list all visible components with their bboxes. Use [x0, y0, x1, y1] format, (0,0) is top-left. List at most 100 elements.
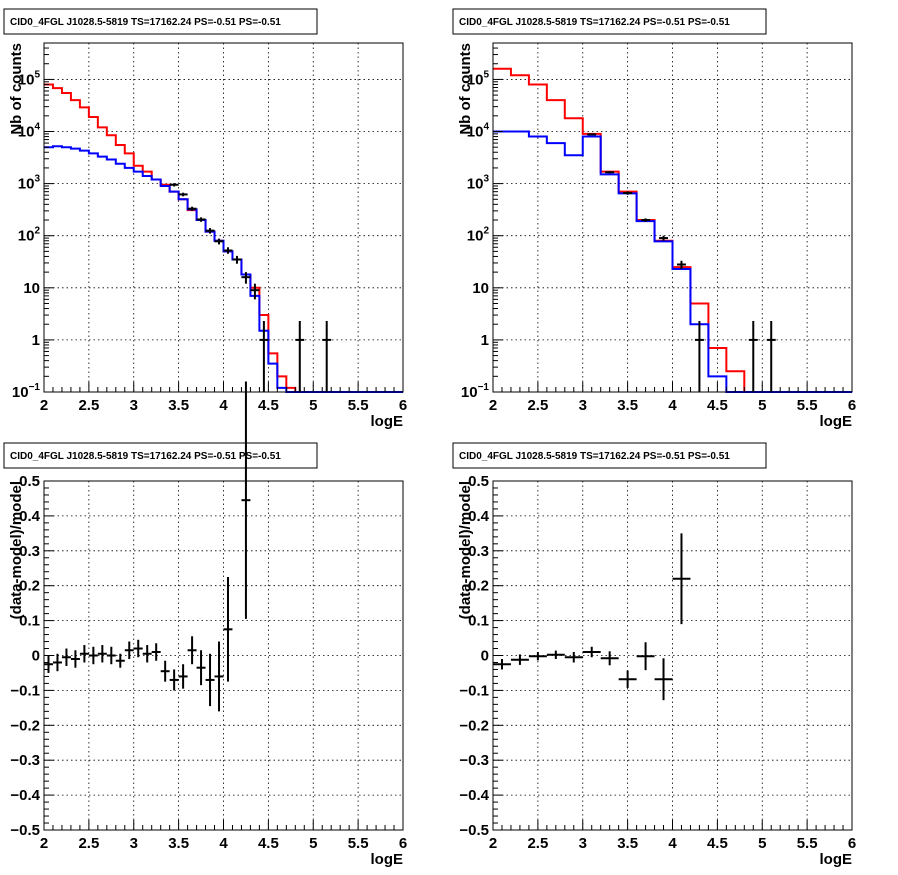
y-tick-label: 0.4: [468, 508, 490, 525]
x-tick-label: 3: [579, 835, 587, 852]
data-point: [232, 255, 242, 264]
chart-title-box: CID0_4FGL J1028.5-5819 TS=17162.24 PS=-0…: [452, 442, 767, 469]
data-point: [44, 655, 53, 673]
y-tick-label: −0.2: [459, 717, 489, 734]
data-point: [178, 192, 188, 197]
x-tick-label: 3.5: [617, 835, 638, 852]
y-tick-label: 102: [18, 226, 41, 245]
data-point: [694, 321, 704, 392]
data-point: [61, 648, 71, 666]
x-axis-label: logE: [371, 413, 404, 430]
chart-panel-1: CID0_4FGL J1028.5-5819 TS=17162.24 PS=-0…: [3, 8, 407, 430]
x-tick-label: 2.5: [78, 397, 99, 414]
x-tick-label: 2.5: [78, 835, 99, 852]
chart-title-box: CID0_4FGL J1028.5-5819 TS=17162.24 PS=-0…: [3, 8, 318, 35]
x-axis-label: logE: [820, 851, 853, 868]
plot-area: [44, 83, 403, 393]
data-point: [295, 321, 305, 392]
chart-title: CID0_4FGL J1028.5-5819 TS=17162.24 PS=-0…: [10, 451, 281, 462]
data-point: [133, 639, 143, 658]
data-point: [196, 650, 206, 686]
data-point: [250, 283, 260, 300]
grid: [44, 481, 403, 830]
data-point: [70, 650, 80, 668]
x-tick-label: 4.5: [258, 397, 279, 414]
data-point: [178, 664, 188, 689]
y-tick-label: 104: [18, 122, 41, 141]
data-point: [187, 636, 197, 665]
y-tick-label: 0: [32, 648, 40, 665]
x-axis-label: logE: [371, 851, 404, 868]
data-point: [623, 191, 633, 195]
y-tick-label: 103: [18, 174, 41, 193]
y-tick-label: 105: [467, 69, 490, 88]
data-point: [223, 247, 233, 254]
y-tick-label: −0.2: [10, 717, 40, 734]
series-blue-histogram: [493, 130, 852, 393]
y-tick-label: 0: [481, 648, 489, 665]
data-point: [582, 646, 601, 658]
data-point: [88, 646, 98, 665]
plot-area: [493, 67, 852, 393]
data-point: [766, 321, 776, 392]
chart-title-frame: [3, 442, 318, 469]
data-point: [587, 133, 597, 136]
y-axis-label: (data-model)/model: [8, 481, 25, 619]
x-tick-label: 5: [758, 397, 766, 414]
data-point: [641, 218, 651, 222]
data-point: [322, 321, 332, 392]
y-tick-label: 0.3: [468, 543, 489, 560]
x-tick-label: 4: [668, 397, 677, 414]
series-red-histogram: [493, 67, 852, 393]
y-tick-label: −0.4: [10, 787, 40, 804]
y-tick-label: 104: [467, 122, 490, 141]
data-point: [169, 183, 179, 187]
data-point: [142, 645, 152, 663]
y-tick-label: −0.4: [459, 787, 489, 804]
chart-title: CID0_4FGL J1028.5-5819 TS=17162.24 PS=-0…: [10, 17, 281, 28]
data-point: [205, 228, 215, 234]
data-point: [97, 645, 107, 663]
x-axis-label: logE: [820, 413, 853, 430]
y-tick-label: −0.1: [459, 682, 489, 699]
y-tick-label: 0.1: [468, 613, 489, 630]
chart-panel-4: CID0_4FGL J1028.5-5819 TS=17162.24 PS=-0…: [452, 442, 856, 868]
x-tick-label: 4.5: [258, 835, 279, 852]
chart-title-frame: [452, 442, 767, 469]
y-axis: −0.5 −0.4 −0.3 −0.2 −0.1 0 0.1 0.2 0.3 0.4 0.5(dat…: [8, 473, 54, 839]
data-point: [241, 272, 251, 284]
data-point: [169, 669, 179, 691]
y-tick-label: 0.2: [468, 578, 489, 595]
data-point: [546, 650, 565, 659]
chart-panel-2: CID0_4FGL J1028.5-5819 TS=17162.24 PS=-0…: [452, 8, 856, 430]
x-tick-label: 4.5: [707, 397, 728, 414]
data-point: [214, 641, 224, 712]
chart-title-frame: [3, 8, 318, 35]
data-point: [636, 642, 655, 671]
y-tick-label: −0.5: [459, 822, 489, 839]
y-tick-label: 0.3: [19, 543, 40, 560]
y-axis-label: Nb of counts: [457, 43, 474, 135]
plot-area: [44, 381, 251, 712]
data-point: [106, 646, 116, 665]
y-tick-label: 0.4: [19, 508, 41, 525]
x-tick-label: 6: [848, 835, 856, 852]
y-tick-label: 1: [32, 332, 40, 349]
x-tick-label: 5.5: [348, 835, 369, 852]
y-tick-label: 10−1: [12, 382, 41, 401]
x-tick-label: 3.5: [617, 397, 638, 414]
data-point: [160, 660, 170, 682]
x-tick-label: 2: [489, 397, 497, 414]
x-tick-label: 4.5: [707, 835, 728, 852]
x-tick-label: 6: [848, 397, 856, 414]
x-tick-label: 6: [399, 397, 407, 414]
x-tick-label: 5: [758, 835, 766, 852]
data-point: [241, 381, 251, 619]
x-tick-label: 2.5: [527, 835, 548, 852]
x-tick-label: 3.5: [168, 835, 189, 852]
grid: [44, 43, 403, 392]
